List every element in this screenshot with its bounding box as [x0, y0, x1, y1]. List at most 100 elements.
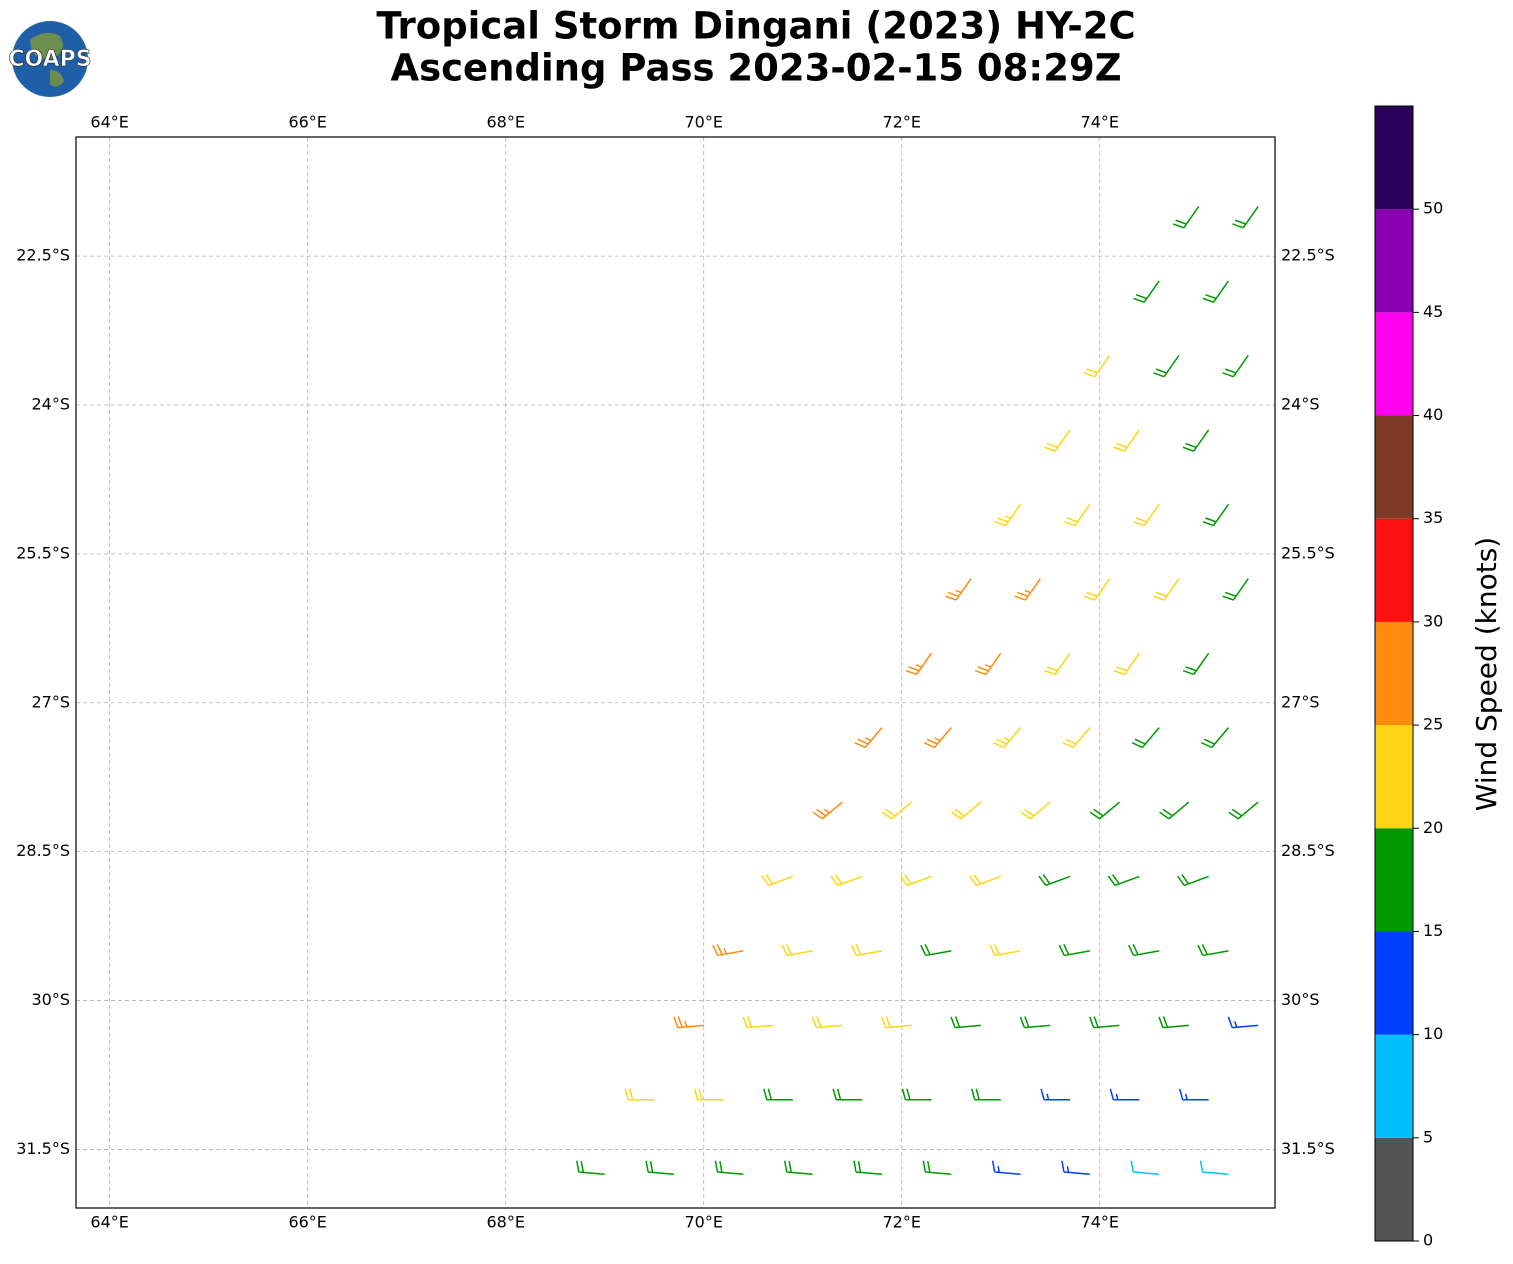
x-tick-label: 68°E — [486, 1213, 524, 1232]
colorbar-frame — [1374, 105, 1414, 1242]
wind-barb — [991, 1160, 1021, 1175]
barb-shape — [1130, 1160, 1160, 1175]
wind-barb — [763, 1088, 793, 1101]
barb-shape — [1083, 578, 1111, 601]
colorbar-tick-label: 0 — [1423, 1231, 1433, 1250]
barb-shape — [1159, 801, 1190, 820]
barb-shape — [783, 1160, 813, 1175]
barb-shape — [1197, 944, 1229, 957]
colorbar-tick-label: 50 — [1423, 199, 1443, 218]
barb-shape — [811, 1016, 843, 1029]
barb-shape — [1202, 280, 1230, 303]
colorbar-bin — [1375, 518, 1413, 622]
colorbar-tick-label: 30 — [1423, 611, 1443, 630]
barb-shape — [761, 874, 794, 887]
barb-shape — [1232, 206, 1259, 229]
wind-barb — [1040, 1088, 1071, 1101]
barb-shape — [1062, 727, 1091, 749]
wind-barb — [1172, 206, 1200, 229]
wind-barb — [854, 727, 883, 749]
y-tick-label: 24°S — [31, 394, 70, 413]
x-tick-label: 72°E — [883, 113, 921, 132]
wind-barb — [783, 1160, 813, 1175]
wind-barb — [850, 944, 883, 957]
y-tick-label: 30°S — [31, 990, 70, 1009]
barb-shape — [624, 1088, 655, 1101]
barb-shape — [901, 1088, 932, 1101]
barb-shape — [854, 727, 883, 749]
colorbar-bin — [1375, 621, 1413, 726]
wind-barb — [812, 801, 843, 820]
barb-shape — [673, 1016, 704, 1029]
logo: COAPS — [8, 21, 92, 97]
barb-shape — [693, 1088, 724, 1101]
barb-shape — [1172, 206, 1200, 229]
barb-shape — [974, 652, 1002, 676]
wind-barb — [1109, 1088, 1140, 1101]
colorbar-bin — [1375, 725, 1413, 829]
wind-barb — [1227, 1016, 1259, 1029]
wind-barb — [1202, 280, 1230, 303]
barb-shape — [923, 727, 952, 749]
wind-barb — [832, 1088, 863, 1101]
barb-shape — [850, 944, 883, 957]
wind-barb — [781, 944, 813, 957]
colorbar-bin — [1375, 931, 1413, 1035]
chart-subtitle: Ascending Pass 2023-02-15 08:29Z — [390, 47, 1121, 90]
barb-shape — [1019, 1016, 1051, 1029]
barb-shape — [971, 1088, 1001, 1101]
wind-barb — [1199, 1160, 1229, 1175]
wind-barb — [899, 874, 932, 887]
logo-land — [30, 32, 64, 87]
colorbar-bin — [1375, 312, 1413, 416]
barb-shape — [1020, 801, 1051, 820]
wind-barb — [1201, 727, 1230, 749]
barb-shape — [1182, 429, 1210, 452]
barb-shape — [830, 874, 863, 887]
colorbar-bin — [1375, 1034, 1413, 1138]
wind-barb — [881, 801, 913, 820]
wind-barb — [1083, 354, 1111, 378]
barb-shape — [1158, 1016, 1189, 1029]
barb-shape — [1038, 874, 1071, 887]
wind-barb — [673, 1016, 704, 1029]
wind-barb — [994, 503, 1022, 527]
barb-shape — [1133, 503, 1160, 527]
wind-barb — [974, 652, 1002, 676]
barb-shape — [1044, 652, 1071, 676]
wind-barb — [1158, 1016, 1189, 1029]
barb-shape — [1182, 652, 1210, 676]
wind-barb — [1130, 1160, 1160, 1175]
barb-shape — [922, 1160, 952, 1175]
wind-barb — [1062, 727, 1091, 749]
wind-barb — [920, 944, 952, 957]
wind-barb — [693, 1088, 724, 1101]
y-tick-label: 24°S — [1281, 394, 1320, 413]
barb-shape — [951, 801, 982, 820]
wind-barb — [1014, 578, 1041, 601]
y-tick-label: 25.5°S — [1281, 543, 1335, 562]
wind-barb — [1038, 874, 1071, 887]
wind-barb — [989, 944, 1021, 957]
barb-shape — [1113, 429, 1140, 452]
barb-shape — [1133, 280, 1160, 303]
wind-barb — [1133, 280, 1160, 303]
colorbar-tick-label: 45 — [1423, 302, 1443, 321]
barb-shape — [1083, 354, 1111, 378]
barb-shape — [1222, 578, 1249, 601]
barb-shape — [899, 874, 932, 887]
wind-barb — [1113, 652, 1140, 676]
x-tick-label: 64°E — [90, 113, 128, 132]
wind-barb — [901, 1088, 932, 1101]
barb-shape — [1089, 801, 1121, 820]
wind-barb — [905, 652, 933, 676]
barb-shape — [881, 801, 913, 820]
barb-shape — [881, 1016, 912, 1029]
barb-shape — [1227, 1016, 1259, 1029]
barb-shape — [1128, 944, 1160, 957]
barb-shape — [1113, 652, 1140, 676]
wind-barb — [712, 944, 744, 957]
wind-barb — [853, 1160, 882, 1175]
wind-barb — [951, 801, 982, 820]
barb-shape — [1131, 727, 1160, 749]
